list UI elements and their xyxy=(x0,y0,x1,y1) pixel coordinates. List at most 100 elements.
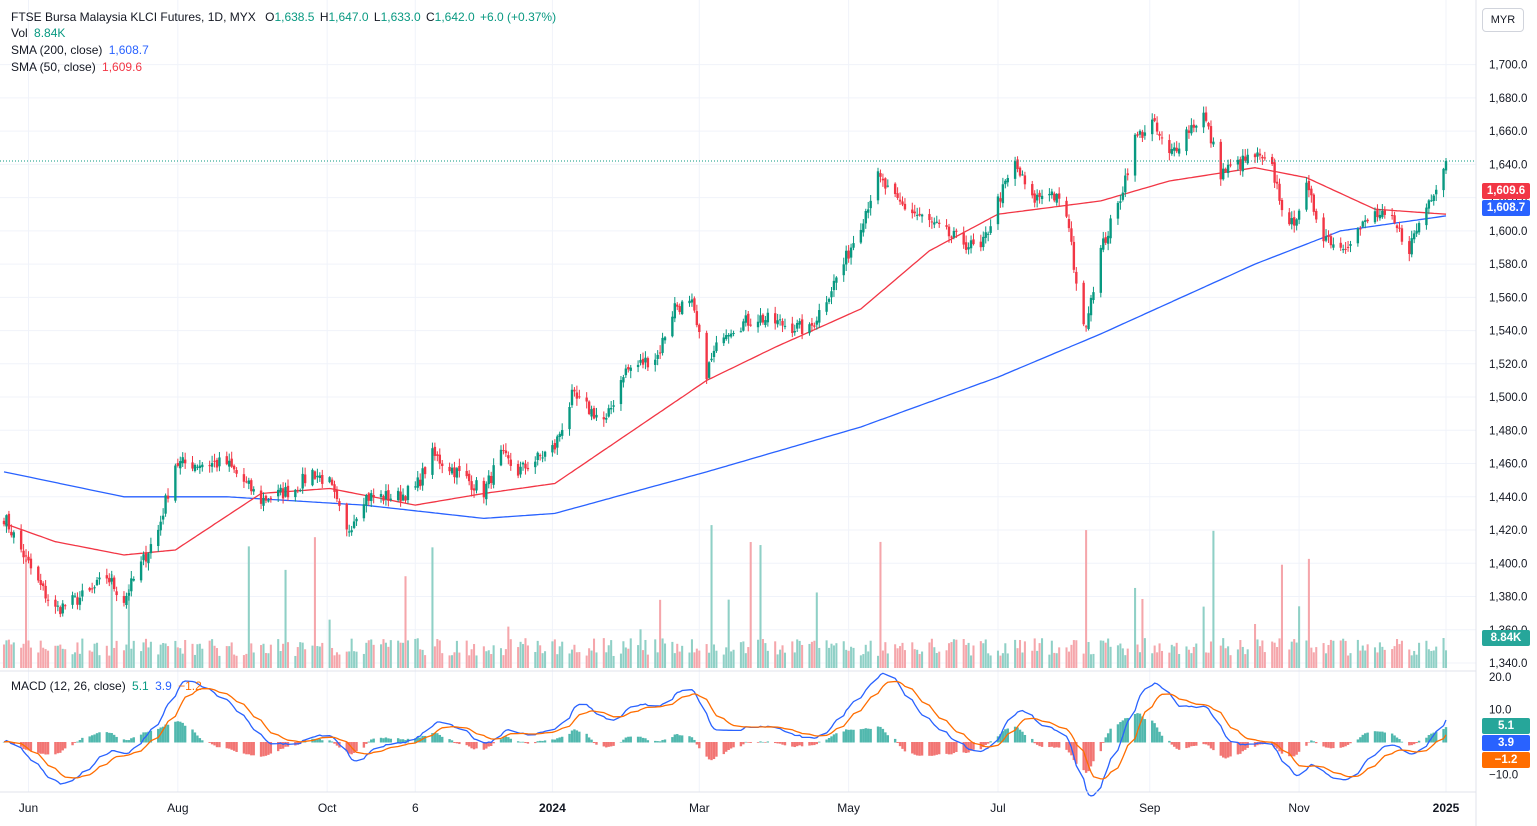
histogram-bar xyxy=(1373,731,1377,743)
candle-body xyxy=(1344,248,1347,250)
volume-bar xyxy=(1342,638,1345,668)
candle-body xyxy=(712,350,716,358)
sma200-legend[interactable]: SMA (200, close) 1,608.7 xyxy=(11,42,149,58)
volume-legend[interactable]: Vol 8.84K xyxy=(11,25,65,41)
histogram-bar xyxy=(1087,742,1090,772)
candle-body xyxy=(262,497,265,506)
volume-bar xyxy=(852,647,855,668)
histogram-bar xyxy=(622,739,625,743)
low-label: L xyxy=(373,10,381,24)
candle-body xyxy=(379,493,383,497)
candle-body xyxy=(1322,217,1325,242)
candle-body xyxy=(560,430,564,436)
histogram-bar xyxy=(864,728,867,743)
histogram-bar xyxy=(1415,742,1418,744)
volume-bar xyxy=(228,646,231,668)
histogram-bar xyxy=(1053,742,1056,748)
candle-body xyxy=(1207,122,1210,127)
sma50-legend[interactable]: SMA (50, close) 1,609.6 xyxy=(11,59,142,75)
volume-bar xyxy=(578,652,581,668)
candle-body xyxy=(825,302,828,312)
candle-body xyxy=(95,579,99,586)
candle-body xyxy=(362,504,366,519)
candle-body xyxy=(1141,131,1144,138)
currency-button[interactable]: MYR xyxy=(1482,8,1524,32)
candle-body xyxy=(1359,228,1362,230)
volume-bar xyxy=(835,643,838,668)
volume-bar xyxy=(561,641,564,668)
candle-body xyxy=(404,496,407,501)
candle-body xyxy=(509,459,512,466)
signal-value: 3.9 xyxy=(155,679,172,693)
volume-bar xyxy=(91,651,94,668)
histogram-bar xyxy=(372,738,375,743)
candle-body xyxy=(1395,225,1399,229)
price-tick-label: 1,700.0 xyxy=(1489,60,1527,72)
histogram-bar xyxy=(1381,731,1384,743)
volume-bar xyxy=(1329,639,1332,668)
volume-bar xyxy=(328,619,331,668)
candle-body xyxy=(1253,154,1257,158)
volume-bar xyxy=(355,651,358,668)
volume-bar xyxy=(431,547,434,668)
histogram-bar xyxy=(1398,739,1401,743)
candle-body xyxy=(384,491,388,500)
histogram-bar xyxy=(1244,742,1247,750)
volume-bar xyxy=(955,639,958,668)
histogram-bar xyxy=(1207,742,1210,746)
histogram-bar xyxy=(879,726,882,743)
histogram-bar xyxy=(423,735,427,743)
histogram-bar xyxy=(796,742,799,747)
candle-body xyxy=(911,209,914,214)
volume-bar xyxy=(174,640,177,668)
volume-bar xyxy=(903,650,906,668)
volume-bar xyxy=(225,646,228,668)
volume-bar xyxy=(521,644,525,668)
volume-bar xyxy=(987,653,990,668)
volume-bar xyxy=(1398,644,1401,668)
histogram-bar xyxy=(646,740,650,743)
histogram-bar xyxy=(1126,717,1129,743)
volume-bar xyxy=(725,647,728,668)
histogram-bar xyxy=(115,736,118,743)
candle-body xyxy=(551,445,554,453)
candle-body xyxy=(250,480,253,492)
macd-legend[interactable]: MACD (12, 26, close) 5.1 3.9 −1.2 xyxy=(11,678,202,694)
histogram-bar xyxy=(756,742,760,743)
candle-body xyxy=(27,556,30,561)
candle-body xyxy=(813,325,816,327)
volume-bar xyxy=(269,644,272,668)
histogram-bar xyxy=(54,742,57,755)
histogram-bar xyxy=(1001,731,1005,743)
candle-body xyxy=(210,463,214,467)
candle-body xyxy=(1305,182,1308,210)
time-axis[interactable]: Jun Aug Oct 6 2024 Mar May Jul Sep Nov 2025 xyxy=(19,801,1460,815)
macd-tag: 5.1 xyxy=(1482,718,1530,734)
volume-bar xyxy=(526,645,529,668)
volume-bar xyxy=(20,647,23,668)
histogram-bar xyxy=(1050,742,1054,747)
histogram-bar xyxy=(132,737,135,743)
candle-body xyxy=(654,359,657,365)
price-axis[interactable]: 1,340.01,360.01,380.01,400.01,420.01,440… xyxy=(1489,60,1527,670)
volume-bar xyxy=(1001,653,1004,668)
histogram-bar xyxy=(401,739,405,743)
candle-body xyxy=(1155,122,1159,132)
volume-bar xyxy=(384,642,387,668)
histogram-bar xyxy=(1427,735,1431,743)
symbol-legend[interactable]: FTSE Bursa Malaysia KLCI Futures, 1D, MY… xyxy=(11,9,556,25)
volume-bar xyxy=(348,651,351,668)
volume-bar xyxy=(382,639,385,668)
candle-body xyxy=(864,210,867,224)
histogram-bar xyxy=(884,732,887,743)
volume-bar xyxy=(140,651,143,668)
macd-axis[interactable]: 20.0 10.0 −10.0 xyxy=(1489,672,1518,782)
volume-bar xyxy=(519,641,522,668)
volume-bar xyxy=(132,640,135,668)
candle-body xyxy=(1297,210,1301,220)
volume-bar xyxy=(921,651,924,668)
volume-bar xyxy=(810,641,813,668)
candle-body xyxy=(90,588,94,590)
volume-bar xyxy=(869,640,872,668)
